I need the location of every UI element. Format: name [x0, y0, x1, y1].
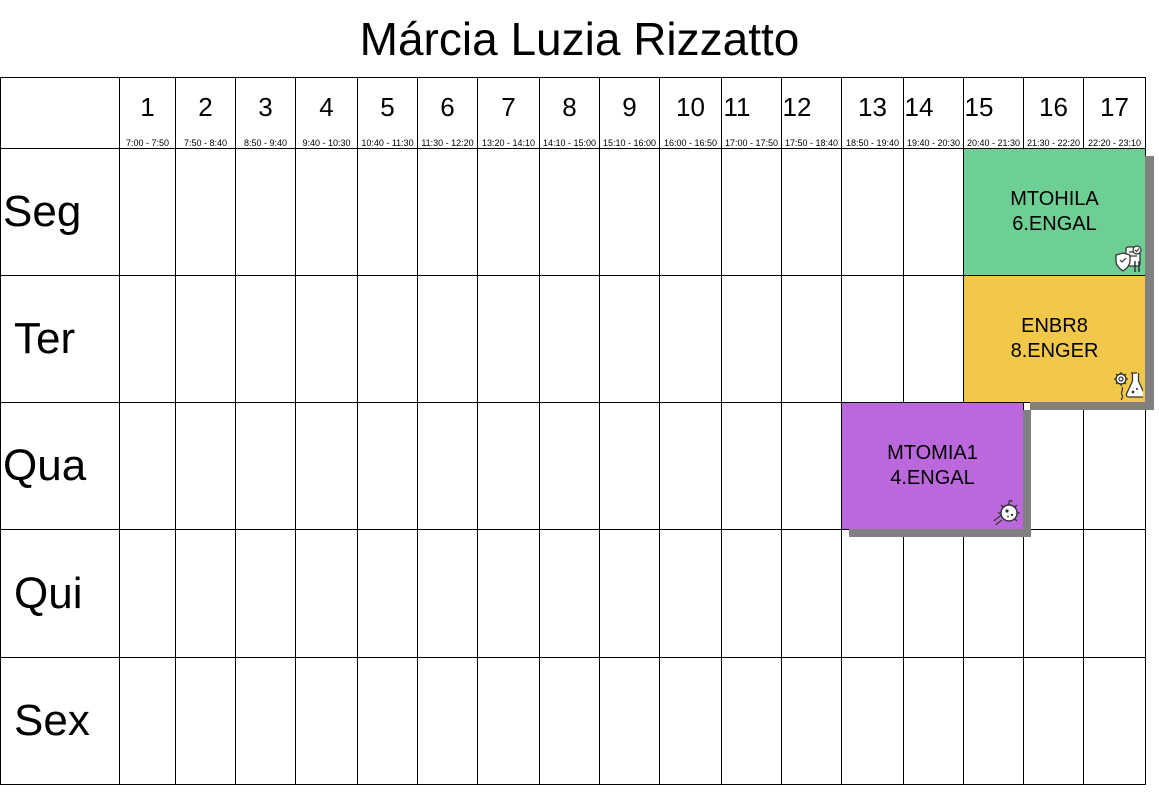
day-label-qua: Qua	[3, 441, 87, 490]
class-block-mtohila[interactable]: MTOHILA 6.ENGAL	[964, 149, 1145, 275]
class-block-shadow	[849, 529, 1031, 537]
page-title: Márcia Luzia Rizzatto	[359, 13, 800, 65]
grid-line	[0, 77, 1146, 78]
period-number: 13	[858, 92, 887, 122]
period-time: 17:50 - 18:40	[784, 138, 839, 148]
class-block-enbr8[interactable]: ENBR8 8.ENGER	[964, 276, 1145, 402]
grid-line	[175, 77, 176, 785]
microbe-icon	[993, 499, 1020, 526]
period-number: 14	[904, 92, 934, 122]
lab-gear-icon	[1114, 372, 1143, 400]
class-group: 8.ENGER	[1010, 340, 1099, 362]
period-time: 17:00 - 17:50	[724, 138, 779, 148]
grid-line	[477, 77, 478, 785]
class-block-mtomia1[interactable]: MTOMIA1 4.ENGAL	[842, 403, 1023, 529]
period-time: 10:40 - 11:30	[361, 138, 414, 148]
class-group: 6.ENGAL	[1012, 213, 1097, 235]
grid-line	[0, 77, 1, 785]
period-number: 4	[319, 92, 334, 122]
period-number: 11	[723, 92, 751, 122]
grid-line	[417, 77, 418, 785]
grid-line	[357, 77, 358, 785]
period-time: 18:50 - 19:40	[845, 138, 900, 148]
period-number: 9	[622, 92, 637, 122]
period-number: 3	[258, 92, 273, 122]
period-time: 9:40 - 10:30	[302, 138, 351, 148]
period-number: 12	[782, 92, 812, 122]
grid-line	[781, 77, 782, 785]
day-label-qui: Qui	[14, 569, 83, 618]
period-number: 7	[501, 92, 516, 122]
period-time: 20:40 - 21:30	[966, 138, 1021, 148]
period-number: 10	[676, 92, 705, 122]
grid-line	[539, 77, 540, 785]
class-block-shadow	[1145, 156, 1154, 410]
day-label-seg: Seg	[3, 187, 82, 236]
period-number: 1	[140, 92, 155, 122]
food-safety-icon	[1115, 245, 1142, 272]
period-number: 5	[380, 92, 395, 122]
grid-line	[841, 77, 842, 785]
grid-line	[0, 275, 1146, 276]
period-number: 6	[440, 92, 455, 122]
period-number: 8	[562, 92, 577, 122]
period-time: 8:50 - 9:40	[243, 138, 288, 148]
grid-line	[599, 77, 600, 785]
period-time: 19:40 - 20:30	[906, 138, 961, 148]
period-time: 11:30 - 12:20	[421, 138, 474, 148]
class-code: ENBR8	[1021, 315, 1088, 337]
grid-line	[0, 784, 1146, 785]
period-time: 15:10 - 16:00	[602, 138, 657, 148]
grid-line	[721, 77, 722, 785]
class-code: MTOHILA	[1010, 188, 1099, 210]
period-time: 16:00 - 16:50	[663, 138, 718, 148]
grid-line	[0, 657, 1146, 658]
period-number: 15	[964, 92, 994, 122]
period-number: 17	[1100, 92, 1129, 122]
period-time: 7:50 - 8:40	[183, 138, 228, 148]
period-time: 21:30 - 22:20	[1026, 138, 1081, 148]
grid-line	[0, 402, 1146, 403]
class-code: MTOMIA1	[887, 442, 978, 464]
period-time: 7:00 - 7:50	[125, 138, 170, 148]
grid-line	[0, 148, 1146, 149]
grid-line	[1083, 77, 1084, 785]
grid-line	[119, 77, 120, 785]
class-block-shadow	[1023, 410, 1031, 537]
day-label-sex: Sex	[14, 696, 90, 745]
grid-line	[295, 77, 296, 785]
period-time: 13:20 - 14:10	[481, 138, 536, 148]
class-group: 4.ENGAL	[890, 467, 975, 489]
period-number: 16	[1039, 92, 1068, 122]
period-number: 2	[198, 92, 213, 122]
grid-line	[0, 529, 1146, 530]
class-block-shadow	[1030, 402, 1154, 410]
grid-line	[235, 77, 236, 785]
day-label-ter: Ter	[14, 314, 76, 363]
period-time: 22:20 - 23:10	[1087, 138, 1142, 148]
grid-line	[1145, 77, 1146, 785]
period-time: 14:10 - 15:00	[542, 138, 597, 148]
grid-line	[659, 77, 660, 785]
